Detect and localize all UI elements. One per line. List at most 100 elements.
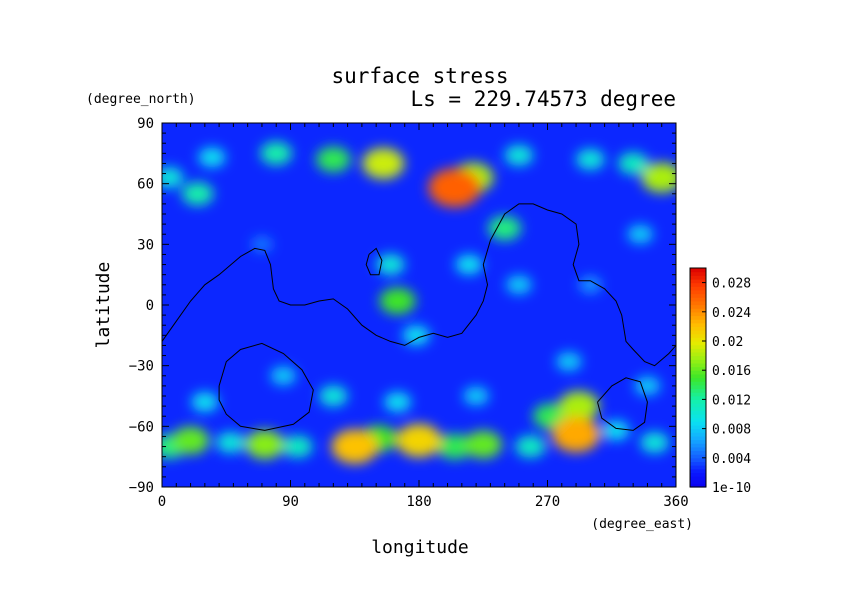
y-axis-label: latitude (93, 262, 114, 349)
colorbar-segment (690, 278, 706, 284)
heatmap-cell (315, 146, 351, 173)
colorbar-segment (690, 450, 706, 455)
colorbar-segment (690, 439, 706, 444)
colorbar-segment (690, 351, 706, 357)
heatmap-cell (260, 141, 293, 166)
colorbar-segment (690, 326, 706, 331)
heatmap-cell (318, 385, 348, 407)
colorbar-segment (690, 468, 706, 473)
colorbar-segment (690, 286, 706, 291)
colorbar-segment (690, 395, 706, 400)
x-axis-label: longitude (371, 537, 469, 558)
y-axis: 90 60 30 0 −30 −60 −90 (129, 116, 676, 496)
heatmap-cell (515, 435, 546, 458)
x-axis-unit: (degree_east) (591, 517, 693, 532)
topography-contour-line (218, 342, 314, 431)
colorbar-tick-label: 0.02 (712, 335, 743, 350)
colorbar-segment (690, 344, 706, 349)
colorbar-segment (690, 417, 706, 422)
heatmap-cell (627, 224, 654, 244)
colorbar-segment (690, 384, 706, 390)
colorbar-segment (690, 483, 706, 488)
colorbar-segment (690, 403, 706, 408)
heatmap-cell (270, 366, 297, 386)
colorbar-segment (690, 304, 706, 309)
colorbar-segment (690, 388, 706, 393)
colorbar-segment (690, 319, 706, 324)
heatmap-cell (558, 391, 600, 422)
colorbar-segment (690, 457, 706, 463)
colorbar-segment (690, 282, 706, 287)
heatmap-cell (464, 430, 503, 459)
colorbar-tick-label: 0.004 (712, 452, 751, 467)
colorbar-segment (690, 414, 706, 419)
heatmap-cell (437, 433, 473, 460)
colorbar-tick-label: 0.008 (712, 423, 751, 438)
y-tick-label: −60 (129, 419, 154, 435)
colorbar-segment (690, 377, 706, 382)
y-tick-label: 0 (146, 298, 154, 314)
colorbar-segment (690, 465, 706, 470)
colorbar-segment (690, 461, 706, 466)
heatmap-cell (379, 287, 416, 315)
heatmap-cell (488, 215, 522, 241)
colorbar-segment (690, 293, 706, 298)
heatmap-cell (602, 420, 630, 441)
x-tick-label: 360 (663, 494, 688, 510)
colorbar-segment (690, 421, 706, 426)
colorbar-tick-label: 0.016 (712, 364, 751, 379)
colorbar-segment (690, 472, 706, 477)
chart-subtitle: Ls = 229.74573 degree (410, 87, 676, 111)
heatmap-cell (331, 429, 379, 464)
heatmap-cell (551, 416, 601, 453)
colorbar-segment (690, 337, 706, 342)
colorbar-segment (690, 271, 706, 276)
heatmap-cell (575, 148, 605, 171)
colorbar-segment (690, 275, 706, 280)
topography-contour-line (162, 203, 676, 367)
colorbar-segment (690, 315, 706, 320)
heatmap-cell (640, 431, 669, 454)
colorbar-segment (690, 392, 706, 397)
colorbar-segment (690, 289, 706, 295)
colorbar-segment (690, 424, 706, 430)
colorbar-segment (690, 399, 706, 404)
colorbar-frame (689, 267, 707, 488)
colorbar-segment (690, 435, 706, 441)
colorbar-segment (690, 406, 706, 411)
colorbar-segment (690, 370, 706, 375)
colorbar-segment (690, 366, 706, 371)
heatmap-cell (504, 144, 534, 166)
colorbar-segment (690, 300, 706, 306)
heatmap-cell (396, 423, 442, 458)
colorbar-tick-label: 0.028 (712, 277, 751, 292)
heatmap-cell (634, 376, 661, 396)
heatmap-cell (181, 182, 214, 206)
heatmap-cell (618, 152, 649, 175)
colorbar-segment (690, 322, 706, 327)
colorbar-segment (690, 432, 706, 437)
colorbar-segment (690, 446, 706, 452)
colorbar-segment (690, 311, 706, 317)
colorbar-tick-label: 0.024 (712, 306, 751, 321)
heatmap-cell (376, 253, 405, 276)
colorbar-segment (690, 479, 706, 484)
heatmap-cell (463, 386, 489, 406)
topography-contours (162, 203, 676, 431)
x-tick-label: 0 (158, 494, 166, 510)
colorbar: 1e-10 0.004 0.008 0.012 0.016 0.02 0.024 0.028 (689, 267, 751, 496)
x-axis: 0 90 180 270 360 (158, 123, 689, 510)
heatmap-cell (245, 430, 285, 460)
colorbar-segment (690, 410, 706, 415)
heatmap-cell (282, 435, 313, 458)
heatmap-field (162, 123, 676, 487)
colorbar-segment (690, 381, 706, 386)
colorbar-segment (690, 373, 706, 379)
heatmap-cell (428, 168, 482, 208)
x-tick-label: 90 (282, 494, 299, 510)
colorbar-segment (690, 330, 706, 335)
y-tick-label: 90 (137, 116, 154, 132)
topography-contour-line (597, 377, 648, 431)
topography-contour-line (365, 247, 383, 276)
colorbar-segment (690, 359, 706, 364)
